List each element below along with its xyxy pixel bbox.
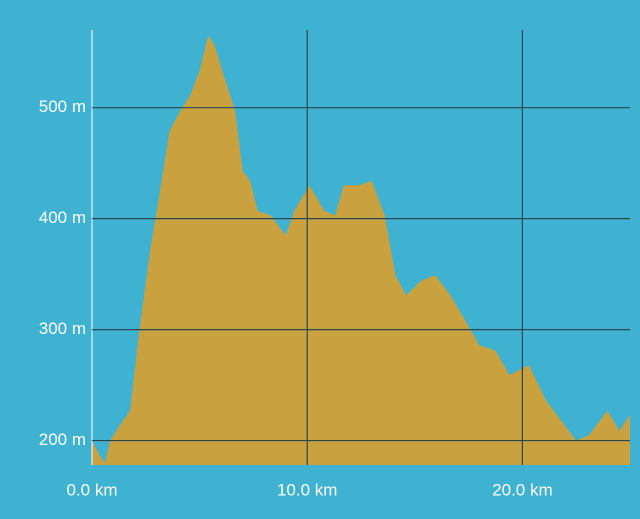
y-tick-label: 400 m (39, 208, 86, 227)
y-tick-label: 200 m (39, 430, 86, 449)
y-tick-label: 500 m (39, 97, 86, 116)
elevation-area (92, 35, 630, 466)
x-tick-label: 10.0 km (277, 480, 337, 499)
x-tick-label: 0.0 km (66, 480, 117, 499)
x-tick-label: 20.0 km (492, 480, 552, 499)
y-tick-label: 300 m (39, 319, 86, 338)
